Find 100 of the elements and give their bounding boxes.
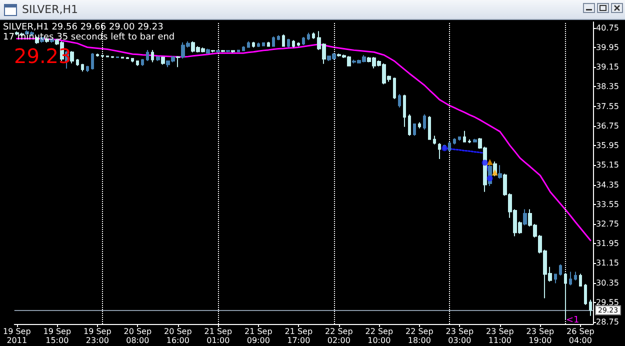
candlestick	[257, 42, 260, 48]
y-tick-label: 35.15	[596, 160, 619, 170]
y-tick-label: 31.15	[596, 258, 619, 268]
y-tick-label: 35.95	[596, 141, 619, 150]
y-tick-label: 34.35	[596, 180, 619, 190]
y-tick-label: 39.95	[596, 42, 619, 52]
candlestick	[131, 58, 134, 63]
candlestick	[312, 32, 315, 40]
candlestick	[96, 53, 99, 58]
y-tick-label: 28.75	[596, 318, 619, 327]
chart-title: SILVER,H1	[22, 3, 78, 16]
point	[486, 158, 493, 165]
point	[492, 170, 498, 176]
y-tick-label: 37.55	[596, 102, 619, 111]
candlestick	[418, 122, 421, 129]
candlestick	[176, 56, 180, 68]
y-tick-label: 39.15	[596, 62, 619, 72]
candlestick	[76, 58, 79, 66]
candlestick	[287, 38, 290, 48]
candlestick	[438, 142, 441, 160]
candlestick	[569, 271, 572, 286]
x-tick-label: 22 Sep 18:00	[406, 327, 434, 345]
candlestick	[206, 48, 210, 54]
candlestick	[221, 49, 225, 53]
candlestick	[252, 41, 255, 48]
candlestick	[272, 36, 275, 48]
candlestick	[554, 273, 557, 284]
candlestick	[106, 55, 109, 58]
y-tick-label: 30.35	[596, 278, 619, 288]
candlestick	[574, 271, 577, 281]
candlestick	[141, 58, 144, 66]
candlestick	[111, 56, 114, 59]
candlestick	[161, 56, 165, 66]
candlestick	[463, 130, 466, 143]
x-tick-label: 23 Sep 03:00	[446, 327, 474, 345]
candlestick	[408, 114, 411, 136]
x-tick-label: 21 Sep 09:00	[244, 327, 272, 345]
candlestick	[403, 94, 406, 128]
candlestick	[231, 50, 235, 54]
candlestick	[453, 138, 456, 145]
candlestick	[297, 42, 300, 47]
candlestick	[146, 49, 149, 62]
annotation: SILVER,H1 29.56 29.66 29.00 29.23	[3, 22, 164, 32]
candlestick	[81, 63, 84, 72]
y-tick-label: 38.35	[596, 82, 619, 92]
candlestick	[564, 272, 567, 320]
candlestick	[91, 52, 94, 70]
candlestick	[292, 40, 295, 48]
y-tick-label: 32.75	[596, 219, 619, 228]
x-tick-label: 23 Sep 11:00	[486, 327, 514, 345]
y-tick-label: 31.95	[596, 239, 619, 248]
candlestick	[579, 273, 582, 287]
candlestick	[423, 114, 426, 130]
candlestick	[559, 264, 562, 276]
candlestick	[413, 122, 416, 136]
x-tick-label: 19 Sep 23:00	[83, 327, 112, 345]
x-tick-label: 23 Sep 19:00	[526, 327, 554, 345]
annotation: <1	[566, 316, 580, 326]
candlestick	[126, 56, 129, 60]
x-tick-label: 26 Sep 04:00	[566, 327, 594, 345]
y-tick-label: 29.55	[596, 298, 619, 307]
candlestick	[584, 284, 587, 306]
candlestick	[86, 65, 89, 73]
candlestick	[302, 36, 305, 46]
candlestick	[393, 77, 396, 100]
candlestick	[237, 49, 240, 53]
y-tick-label: 40.75	[596, 23, 619, 32]
candlestick	[448, 141, 451, 152]
x-tick-label: 19 Sep 15:00	[43, 327, 72, 345]
candlestick	[226, 50, 230, 53]
candlestick	[101, 54, 104, 58]
candlestick	[468, 138, 471, 144]
candlestick	[247, 40, 250, 48]
candlestick	[136, 60, 139, 66]
candlestick	[398, 94, 401, 108]
candlestick	[267, 41, 270, 48]
y-tick-label: 36.75	[596, 121, 619, 130]
x-tick-label: 22 Sep 02:00	[325, 327, 353, 345]
candlestick	[282, 34, 285, 48]
point	[482, 160, 488, 166]
y-tick-label: 33.55	[596, 200, 619, 209]
x-tick-label: 21 Sep 01:00	[204, 327, 232, 345]
candlestick	[433, 135, 436, 145]
candlestick	[151, 49, 154, 63]
candlestick	[242, 46, 245, 52]
candlestick	[216, 50, 220, 53]
x-tick-label: 20 Sep 08:00	[124, 327, 152, 345]
x-tick-label: 20 Sep 16:00	[164, 327, 192, 345]
point	[486, 175, 493, 182]
candlestick	[277, 34, 280, 41]
candlestick	[428, 116, 431, 140]
candlestick	[307, 32, 310, 41]
x-tick-label: 22 Sep 10:00	[365, 327, 394, 345]
candlestick	[156, 56, 160, 62]
candlestick	[211, 49, 215, 53]
x-tick-label: 19 Sep 2011	[2, 327, 31, 345]
candlestick	[589, 299, 592, 316]
candlestick	[473, 138, 477, 143]
candlestick	[116, 56, 119, 59]
candlestick	[523, 208, 527, 226]
